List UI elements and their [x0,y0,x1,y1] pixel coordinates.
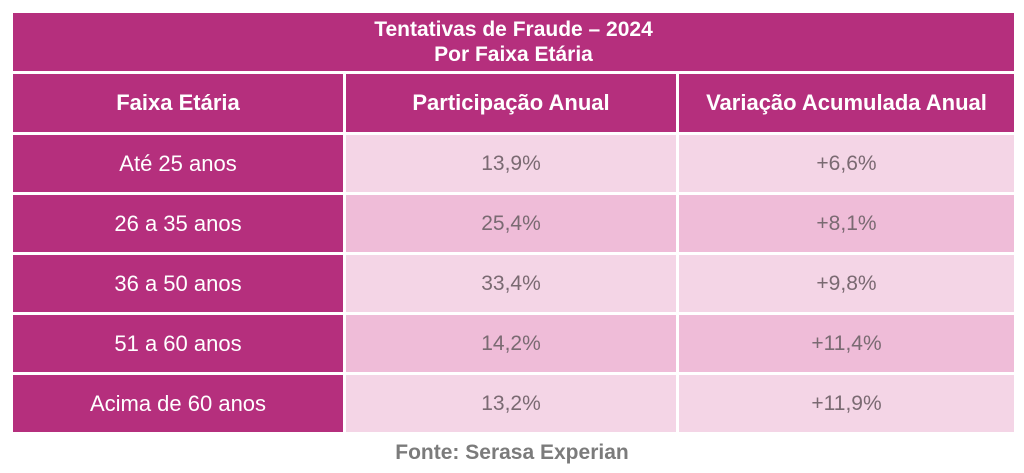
table-subtitle: Por Faixa Etária [434,43,593,66]
annual-share-cell: 33,4% [343,252,679,315]
cumulative-variation-cell: +8,1% [676,192,1017,255]
annual-share-cell: 13,9% [343,132,679,195]
table-row: 51 a 60 anos 14,2% +11,4% [10,312,1017,375]
table-row: Acima de 60 anos 13,2% +11,9% [10,372,1017,435]
title-row: Tentativas de Fraude – 2024 Por Faixa Et… [10,10,1017,74]
column-header-cumulative-variation: Variação Acumulada Anual [676,71,1017,135]
fraud-table-container: Tentativas de Fraude – 2024 Por Faixa Et… [10,10,1017,435]
fraud-by-age-table: Tentativas de Fraude – 2024 Por Faixa Et… [10,10,1017,435]
header-row: Faixa Etária Participação Anual Variação… [10,71,1017,135]
table-title-cell: Tentativas de Fraude – 2024 Por Faixa Et… [10,10,1017,74]
age-range-cell: 51 a 60 anos [10,312,346,375]
table-row: Até 25 anos 13,9% +6,6% [10,132,1017,195]
cumulative-variation-cell: +9,8% [676,252,1017,315]
age-range-cell: 26 a 35 anos [10,192,346,255]
annual-share-cell: 25,4% [343,192,679,255]
column-header-age-range: Faixa Etária [10,71,346,135]
age-range-cell: Até 25 anos [10,132,346,195]
table-row: 36 a 50 anos 33,4% +9,8% [10,252,1017,315]
age-range-cell: Acima de 60 anos [10,372,346,435]
age-range-cell: 36 a 50 anos [10,252,346,315]
cumulative-variation-cell: +11,4% [676,312,1017,375]
annual-share-cell: 13,2% [343,372,679,435]
annual-share-cell: 14,2% [343,312,679,375]
source-caption: Fonte: Serasa Experian [395,441,629,464]
cumulative-variation-cell: +6,6% [676,132,1017,195]
table-row: 26 a 35 anos 25,4% +8,1% [10,192,1017,255]
cumulative-variation-cell: +11,9% [676,372,1017,435]
column-header-annual-share: Participação Anual [343,71,679,135]
table-title: Tentativas de Fraude – 2024 [374,18,653,41]
